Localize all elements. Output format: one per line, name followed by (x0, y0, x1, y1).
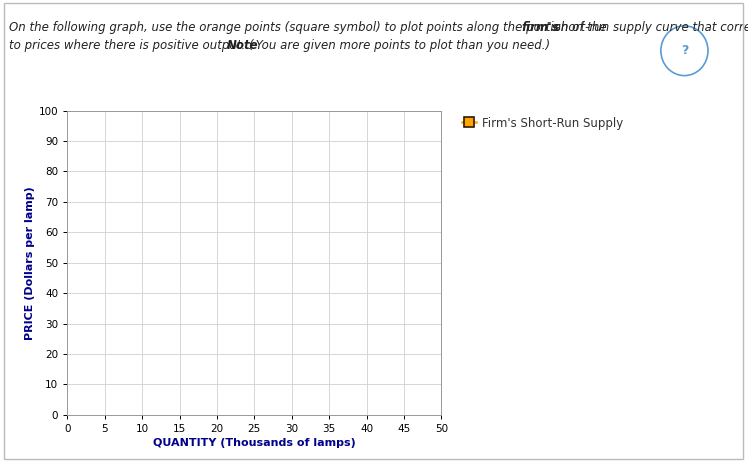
Legend: Firm's Short-Run Supply: Firm's Short-Run Supply (462, 117, 624, 130)
Text: Note: Note (227, 39, 258, 52)
Text: to prices where there is positive output. (: to prices where there is positive output… (9, 39, 254, 52)
Text: On the following graph, use the orange points (square symbol) to plot points alo: On the following graph, use the orange p… (9, 21, 610, 34)
Text: firm's: firm's (521, 21, 559, 34)
Text: : You are given more points to plot than you need.): : You are given more points to plot than… (248, 39, 551, 52)
Text: ?: ? (681, 44, 688, 57)
X-axis label: QUANTITY (Thousands of lamps): QUANTITY (Thousands of lamps) (153, 438, 356, 448)
Text: short-run supply curve that corresponds: short-run supply curve that corresponds (551, 21, 748, 34)
Y-axis label: PRICE (Dollars per lamp): PRICE (Dollars per lamp) (25, 186, 34, 340)
